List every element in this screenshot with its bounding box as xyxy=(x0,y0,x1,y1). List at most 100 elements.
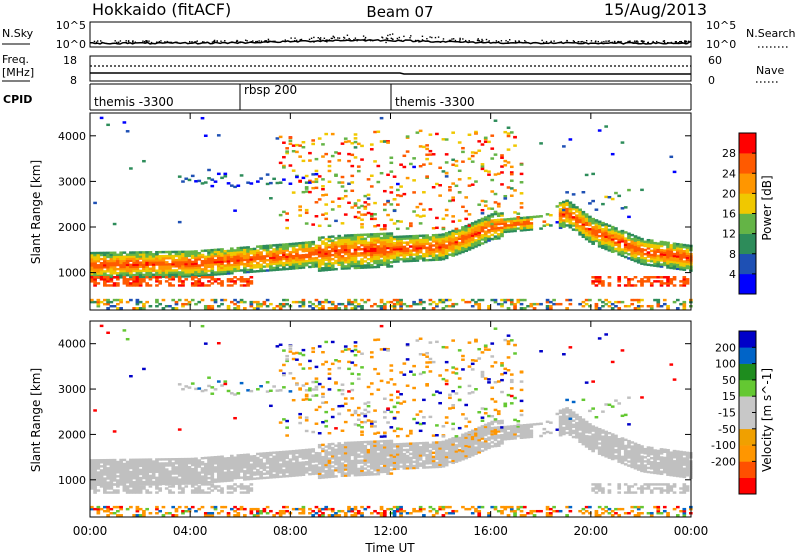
power-cell xyxy=(181,284,185,287)
velocity-cell xyxy=(213,507,218,511)
power-cell xyxy=(451,196,456,199)
nsky-dot xyxy=(590,40,593,42)
velocity-cell xyxy=(366,442,371,446)
velocity-cell xyxy=(236,392,241,395)
velocity-cell xyxy=(229,454,234,458)
power-cell xyxy=(588,217,592,221)
power-cell xyxy=(659,240,664,244)
velocity-cell xyxy=(353,363,358,367)
nsky-dot xyxy=(577,40,579,43)
velocity-cell xyxy=(177,428,182,431)
power-cell xyxy=(607,232,612,236)
power-cell xyxy=(493,201,498,204)
velocity-cell xyxy=(327,471,332,475)
velocity-cell xyxy=(347,459,351,463)
power-cell xyxy=(633,259,638,263)
power-cell xyxy=(392,302,397,306)
power-cell xyxy=(509,225,514,229)
power-cell xyxy=(252,255,257,259)
velocity-cell xyxy=(304,469,309,472)
power-cell xyxy=(418,244,423,248)
power-cell xyxy=(181,302,185,306)
power-cell xyxy=(340,250,345,254)
nsky-dot xyxy=(545,40,548,43)
nsky-dot xyxy=(146,40,148,42)
power-cell xyxy=(125,263,130,267)
power-cell xyxy=(591,172,595,176)
power-cell xyxy=(451,244,456,247)
power-cell xyxy=(246,262,250,266)
power-cell xyxy=(275,262,280,265)
power-cell xyxy=(477,235,482,239)
power-cell xyxy=(653,264,657,267)
power-cell xyxy=(623,304,628,308)
power-cell xyxy=(93,278,97,281)
velocity-cell xyxy=(129,485,133,488)
power-cell xyxy=(226,255,231,259)
nsky-dot xyxy=(689,40,691,43)
power-cell xyxy=(487,214,491,218)
power-cell xyxy=(435,302,439,306)
power-cell xyxy=(265,182,270,186)
power-cell xyxy=(216,256,221,260)
power-cell xyxy=(200,182,205,185)
power-cell xyxy=(584,298,589,302)
nsky-dot xyxy=(142,40,144,42)
velocity-cell xyxy=(171,480,176,483)
power-cell xyxy=(649,255,654,259)
power-cell xyxy=(142,257,146,260)
power-cell xyxy=(142,273,146,277)
power-cell xyxy=(308,257,312,260)
power-cell xyxy=(425,144,429,147)
velocity-cell xyxy=(252,471,257,474)
power-cell xyxy=(653,260,657,263)
power-cell xyxy=(389,250,394,254)
power-cell xyxy=(122,257,127,261)
power-cell xyxy=(229,251,234,254)
power-cell xyxy=(181,267,185,270)
velocity-cell xyxy=(129,458,133,462)
power-cell xyxy=(369,257,374,261)
power-cell xyxy=(666,253,670,257)
power-cell xyxy=(223,249,228,253)
velocity-cell xyxy=(148,512,153,515)
velocity-cell xyxy=(119,458,123,462)
power-cell xyxy=(396,227,400,231)
power-cell xyxy=(99,274,104,277)
power-cell xyxy=(317,261,322,264)
velocity-cell xyxy=(347,443,351,447)
power-cell xyxy=(360,307,364,310)
power-cell xyxy=(132,251,136,254)
power-cell xyxy=(503,228,508,232)
power-cell xyxy=(347,238,351,241)
power-cell xyxy=(226,253,231,257)
power-cell xyxy=(448,189,452,192)
power-cell xyxy=(308,243,312,246)
velocity-cell xyxy=(145,458,149,461)
power-cell xyxy=(363,266,368,269)
power-cell xyxy=(454,253,459,256)
power-cell xyxy=(246,270,250,274)
velocity-cell xyxy=(301,398,306,401)
nsky-dot xyxy=(260,40,263,42)
power-cell xyxy=(295,262,299,266)
velocity-cell xyxy=(269,451,273,455)
power-cell xyxy=(288,244,293,248)
power-cell xyxy=(669,278,674,281)
velocity-cell xyxy=(350,382,355,385)
power-cell xyxy=(356,216,361,220)
velocity-cell xyxy=(340,350,345,353)
power-cell xyxy=(474,132,478,135)
power-cell xyxy=(614,249,618,253)
power-cell xyxy=(399,251,403,255)
power-cell xyxy=(236,265,241,268)
power-cell xyxy=(269,266,273,270)
velocity-cell xyxy=(213,466,218,469)
power-cell xyxy=(444,232,449,235)
velocity-cell xyxy=(249,455,254,458)
power-cell xyxy=(363,201,368,204)
power-cell xyxy=(422,236,426,239)
velocity-cell xyxy=(337,470,342,474)
power-cell xyxy=(106,307,110,310)
power-cell xyxy=(155,284,159,287)
